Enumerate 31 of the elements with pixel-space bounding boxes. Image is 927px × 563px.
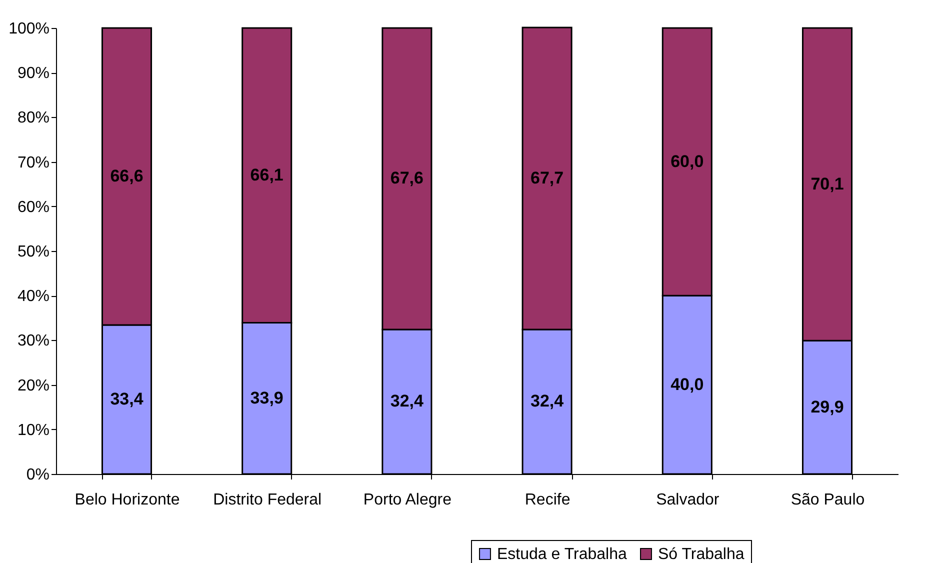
y-tick-label: 60% bbox=[17, 198, 50, 216]
data-label: 66,6 bbox=[110, 166, 144, 186]
y-tick-label: 10% bbox=[17, 422, 50, 439]
data-label: 66,1 bbox=[250, 165, 284, 184]
data-label: 67,7 bbox=[530, 168, 564, 188]
y-tick-label: 80% bbox=[17, 110, 50, 127]
data-label: 32,4 bbox=[390, 392, 424, 411]
data-label: 67,6 bbox=[390, 168, 424, 188]
x-tick-label: Porto Alegre bbox=[363, 492, 452, 508]
x-tick-label: Salvador bbox=[656, 492, 720, 508]
x-tick-label: Distrito Federal bbox=[213, 492, 322, 508]
data-label: 40,0 bbox=[670, 374, 704, 394]
y-tick-label: 40% bbox=[17, 288, 50, 306]
y-tick-label: 100% bbox=[8, 20, 50, 38]
x-tick-label: São Paulo bbox=[790, 492, 865, 508]
y-tick-label: 0% bbox=[26, 466, 50, 484]
x-tick-label: Belo Horizonte bbox=[74, 492, 180, 508]
data-label: 33,9 bbox=[250, 388, 284, 408]
data-label: 32,4 bbox=[530, 392, 564, 411]
y-tick-label: 30% bbox=[17, 332, 50, 350]
data-label: 29,9 bbox=[810, 397, 844, 416]
legend-label: Estuda e Trabalha bbox=[497, 546, 627, 563]
data-label: 60,0 bbox=[670, 152, 704, 171]
y-tick-label: 90% bbox=[17, 65, 50, 82]
data-label: 70,1 bbox=[810, 174, 844, 194]
y-tick-label: 70% bbox=[17, 154, 50, 172]
x-tick-label: Recife bbox=[524, 492, 570, 508]
y-tick-label: 20% bbox=[17, 377, 50, 394]
data-label: 33,4 bbox=[110, 390, 144, 409]
legend-label: Só Trabalha bbox=[658, 546, 744, 563]
y-tick-label: 50% bbox=[17, 244, 50, 260]
